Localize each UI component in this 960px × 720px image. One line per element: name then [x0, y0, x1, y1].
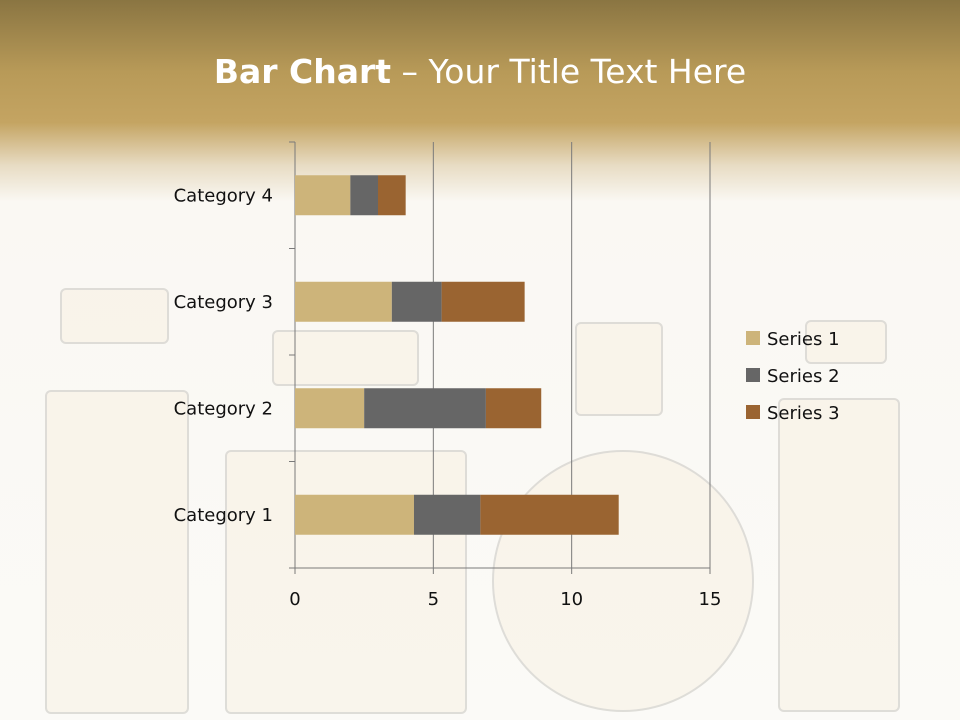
bottle-image [575, 322, 663, 416]
bar-series-2 [413, 494, 481, 535]
bar-series-2 [391, 281, 442, 322]
bottle-image [60, 288, 169, 344]
title-bold: Bar Chart [213, 52, 392, 91]
legend-swatch [746, 331, 760, 345]
x-tick-label: 0 [289, 589, 300, 610]
bar-series-1 [295, 175, 351, 216]
bar-series-2 [364, 388, 486, 429]
category-label: Category 3 [174, 292, 273, 313]
legend-swatch [746, 405, 760, 419]
bar-series-1 [295, 281, 392, 322]
bar-series-1 [295, 494, 414, 535]
bottle-image [272, 330, 419, 386]
x-tick-label: 10 [560, 589, 583, 610]
bar-series-3 [480, 494, 619, 535]
category-label: Category 4 [174, 185, 273, 206]
legend-label: Series 2 [767, 366, 840, 387]
bar-series-3 [378, 175, 406, 216]
bottle-image [225, 450, 467, 714]
x-tick-label: 5 [428, 589, 439, 610]
category-label: Category 2 [174, 398, 273, 419]
category-label: Category 1 [174, 505, 273, 526]
bottle-image [778, 398, 900, 712]
bar-series-2 [350, 175, 378, 216]
bar-series-3 [441, 281, 525, 322]
legend-label: Series 1 [767, 329, 840, 350]
bottle-image [45, 390, 189, 714]
slide-title: Bar Chart – Your Title Text Here [0, 52, 960, 91]
legend-swatch [746, 368, 760, 382]
bar-series-1 [295, 388, 365, 429]
x-tick-label: 15 [699, 589, 722, 610]
title-rest: – Your Title Text Here [391, 52, 747, 91]
legend-label: Series 3 [767, 403, 840, 424]
bottle-image [805, 320, 887, 364]
bar-series-3 [485, 388, 542, 429]
